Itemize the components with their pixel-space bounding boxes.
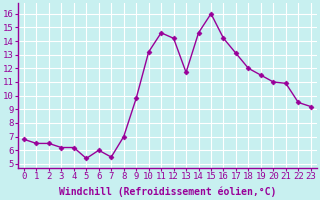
X-axis label: Windchill (Refroidissement éolien,°C): Windchill (Refroidissement éolien,°C) xyxy=(59,187,276,197)
